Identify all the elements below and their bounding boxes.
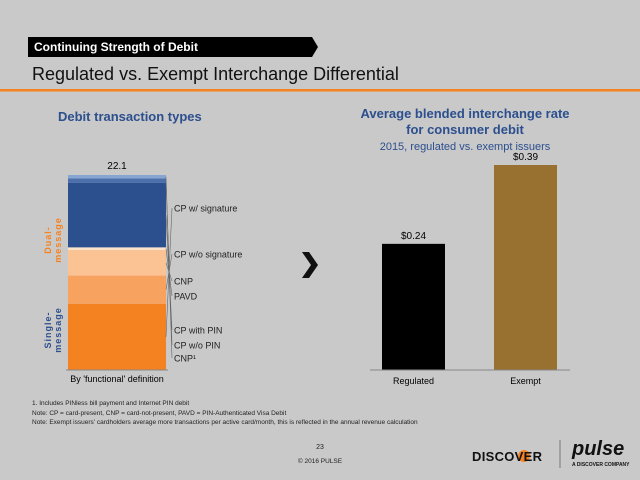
section-banner <box>28 37 318 57</box>
footnote: Note: Exempt issuers' cardholders averag… <box>32 419 418 426</box>
x-tick-label: Regulated <box>393 376 434 386</box>
pulse-logo: pulse <box>572 438 625 460</box>
bar <box>494 165 557 370</box>
group-label: message <box>53 307 63 353</box>
segment-label: CP w/o PIN <box>174 341 220 351</box>
right-chart-title: Average blended interchange rate for con… <box>360 106 570 137</box>
value-label: $0.24 <box>401 231 426 242</box>
group-label: Single- <box>43 311 53 348</box>
bar <box>382 243 445 370</box>
pulse-tagline: A DISCOVER COMPANY <box>572 462 630 468</box>
footnotes: 1. Includes PINless bill payment and Int… <box>32 399 418 428</box>
left-chart-title: Debit transaction types <box>58 109 202 124</box>
copyright: © 2016 PULSE <box>297 458 343 465</box>
segment-label: CNP¹ <box>174 354 196 364</box>
title-rule <box>0 89 640 92</box>
value-label: $0.39 <box>513 152 538 163</box>
chevron <box>302 252 318 278</box>
total-label: 22.1 <box>107 161 127 172</box>
x-tick-label: By 'functional' definition <box>70 374 164 384</box>
leader-line <box>165 176 173 359</box>
bar-segment <box>68 182 166 248</box>
bar-segment <box>68 247 166 250</box>
segment-label: CP w/o signature <box>174 250 242 260</box>
footnote: 1. Includes PINless bill payment and Int… <box>32 400 190 407</box>
slide-title: Regulated vs. Exempt Interchange Differe… <box>32 64 399 84</box>
bar-segment <box>68 178 166 183</box>
segment-label: CP w/ signature <box>174 204 237 214</box>
bar-segment <box>68 250 166 276</box>
bar-segment <box>68 175 166 179</box>
x-tick-label: Exempt <box>510 376 541 386</box>
discover-logo: DISCOVER <box>472 449 543 464</box>
group-label: message <box>53 217 63 263</box>
group-label: Dual- <box>43 226 53 254</box>
bar-segment <box>68 303 166 370</box>
footnote: Note: CP = card-present, CNP = card-not-… <box>32 409 287 417</box>
page-number: 23 <box>316 444 324 451</box>
discover-o <box>518 450 530 462</box>
segment-label: PAVD <box>174 292 198 302</box>
right-chart-subtitle: 2015, regulated vs. exempt issuers <box>379 141 551 153</box>
segment-label: CP with PIN <box>174 326 222 336</box>
bar-segment <box>68 275 166 304</box>
segment-label: CNP <box>174 277 193 287</box>
section-label: Continuing Strength of Debit <box>34 40 198 54</box>
